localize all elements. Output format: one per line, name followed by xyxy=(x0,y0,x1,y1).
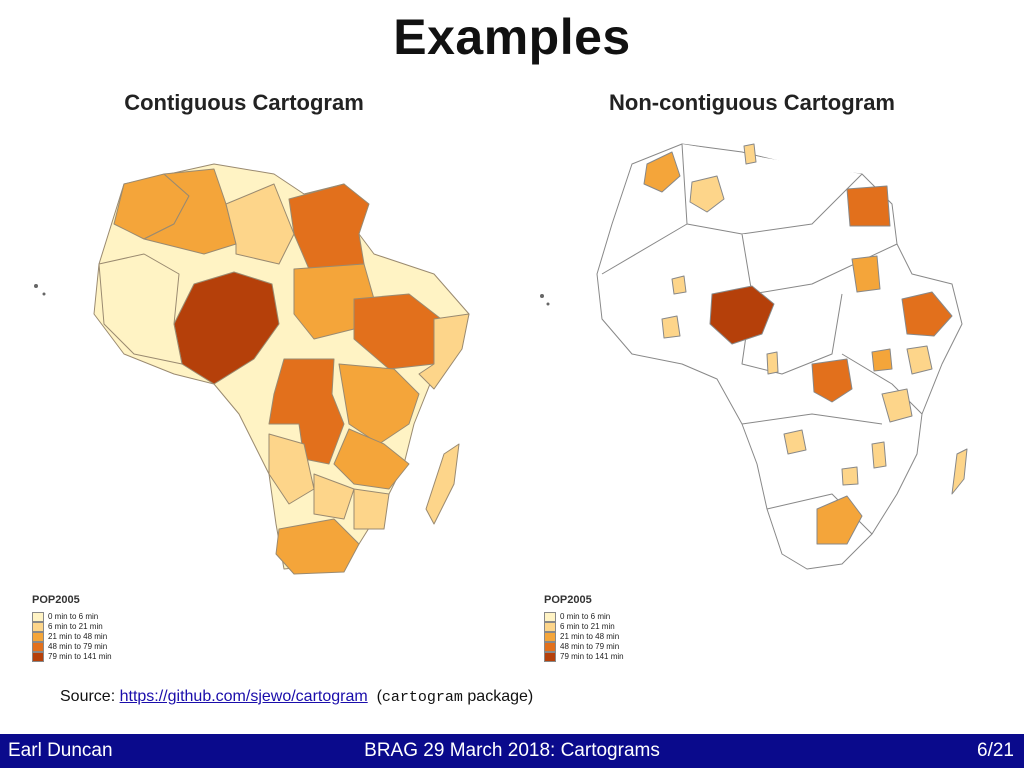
region-madagascar xyxy=(425,443,460,525)
shape-zimbabwe xyxy=(841,466,859,486)
shape-drcongo xyxy=(811,358,853,403)
legend-title: POP2005 xyxy=(32,594,80,606)
legend-label: 6 min to 21 min xyxy=(48,622,103,631)
noncontiguous-cartogram-title: Non-contiguous Cartogram xyxy=(609,90,895,115)
legend-swatch xyxy=(32,642,44,652)
contiguous-cartogram-panel: Contiguous Cartogram xyxy=(14,84,514,684)
shape-algeria xyxy=(689,175,725,213)
legend-label: 0 min to 6 min xyxy=(560,612,611,621)
slide-title: Examples xyxy=(393,9,631,65)
shape-tanzania xyxy=(881,388,913,423)
legend-label: 48 min to 79 min xyxy=(48,642,108,651)
region-east-africa xyxy=(338,363,420,445)
shape-angola xyxy=(783,429,807,455)
legend-row: 48 min to 79 min xyxy=(32,642,112,652)
legend-label: 21 min to 48 min xyxy=(48,632,108,641)
shape-mozambique xyxy=(871,441,887,469)
noncontiguous-cartogram-map xyxy=(540,143,968,570)
footer-bar: Earl Duncan BRAG 29 March 2018: Cartogra… xyxy=(0,734,1024,768)
legend-label: 21 min to 48 min xyxy=(560,632,620,641)
shape-ethiopia xyxy=(901,291,953,337)
source-link[interactable]: https://github.com/sjewo/cartogram xyxy=(119,688,368,705)
region-west-africa xyxy=(98,253,183,365)
source-paren-open: ( xyxy=(376,688,382,705)
shape-south-africa xyxy=(816,495,863,545)
source-line: Source: https://github.com/sjewo/cartogr… xyxy=(60,688,533,706)
legend-row: 0 min to 6 min xyxy=(544,612,624,622)
region-drcongo xyxy=(268,358,345,465)
legend-label: 0 min to 6 min xyxy=(48,612,99,621)
shape-tunisia xyxy=(743,143,757,165)
island-cape-verde-2 xyxy=(42,292,46,296)
legend-swatch xyxy=(544,642,556,652)
legend-swatch xyxy=(544,622,556,632)
region-mozambique xyxy=(353,488,390,530)
shape-ghana xyxy=(661,315,681,339)
island-cape-verde xyxy=(540,294,544,298)
contiguous-legend: POP2005 0 min to 6 min 6 min to 21 min 2… xyxy=(32,594,112,662)
region-angola xyxy=(268,433,315,505)
legend-row: 79 min to 141 min xyxy=(32,652,112,662)
legend-row: 0 min to 6 min xyxy=(32,612,112,622)
region-libya xyxy=(225,183,295,265)
region-zambia xyxy=(313,473,355,520)
shape-cameroon xyxy=(766,351,779,375)
shape-madagascar xyxy=(951,448,968,495)
source-suffix: package) xyxy=(467,688,534,705)
island-cape-verde xyxy=(34,284,38,288)
island-cape-verde-2 xyxy=(546,302,550,306)
region-south-africa xyxy=(275,518,360,575)
region-somalia xyxy=(418,313,470,390)
legend-title: POP2005 xyxy=(544,594,592,606)
contiguous-cartogram-title: Contiguous Cartogram xyxy=(124,90,364,115)
legend-swatch xyxy=(32,652,44,662)
legend-label: 79 min to 141 min xyxy=(48,652,112,661)
legend-label: 6 min to 21 min xyxy=(560,622,615,631)
legend-label: 48 min to 79 min xyxy=(560,642,620,651)
footer-author: Earl Duncan xyxy=(8,740,113,761)
legend-row: 6 min to 21 min xyxy=(544,622,624,632)
source-package-name: cartogram xyxy=(381,689,463,706)
footer-event: BRAG 29 March 2018: Cartograms xyxy=(364,740,660,761)
legend-swatch xyxy=(544,632,556,642)
footer-page-number: 6/21 xyxy=(977,740,1014,761)
legend-row: 48 min to 79 min xyxy=(544,642,624,652)
noncontiguous-cartogram-panel: Non-contiguous Cartogram xyxy=(512,84,1012,684)
shape-kenya xyxy=(906,345,933,375)
legend-row: 21 min to 48 min xyxy=(544,632,624,642)
legend-row: 79 min to 141 min xyxy=(544,652,624,662)
legend-swatch xyxy=(544,652,556,662)
shape-egypt xyxy=(846,185,891,227)
legend-swatch xyxy=(32,632,44,642)
shape-uganda xyxy=(871,348,893,372)
shape-sudan xyxy=(851,255,881,293)
legend-swatch xyxy=(544,612,556,622)
shape-mali xyxy=(671,275,687,295)
legend-swatch xyxy=(32,612,44,622)
noncontiguous-legend: POP2005 0 min to 6 min 6 min to 21 min 2… xyxy=(544,594,624,662)
legend-swatch xyxy=(32,622,44,632)
contiguous-cartogram-map xyxy=(34,163,470,575)
region-tanzania xyxy=(333,428,410,490)
shape-morocco xyxy=(643,151,681,193)
region-egypt xyxy=(288,183,370,270)
shape-nigeria xyxy=(709,285,775,345)
legend-row: 21 min to 48 min xyxy=(32,632,112,642)
source-prefix: Source: xyxy=(60,688,116,705)
legend-label: 79 min to 141 min xyxy=(560,652,624,661)
region-algeria xyxy=(143,168,237,255)
legend-row: 6 min to 21 min xyxy=(32,622,112,632)
